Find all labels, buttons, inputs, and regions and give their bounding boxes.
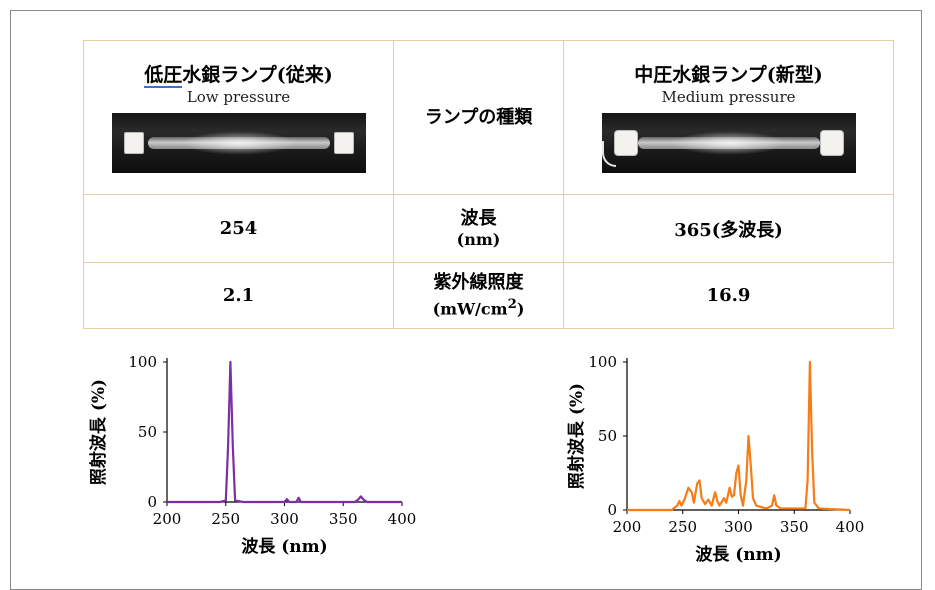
x-tick-label: 350 xyxy=(780,518,809,536)
x-axis-label: 波長 (nm) xyxy=(241,536,327,557)
medium-pressure-spectrum-chart: 200 250 300 350 400 0 50 100 波長 (nm) 照射波長 (%) xyxy=(566,353,865,565)
y-tick-label: 0 xyxy=(607,501,617,519)
x-tick-label: 350 xyxy=(329,510,358,528)
y-axis-label: 照射波長 (%) xyxy=(88,379,109,485)
lamp-type-label-cell: ランプの種類 xyxy=(393,40,564,195)
x-tick-label: 300 xyxy=(270,510,299,528)
x-tick-label: 200 xyxy=(613,518,642,536)
y-tick-label: 0 xyxy=(147,493,157,511)
irradiance-low-value: 2.1 xyxy=(83,262,394,329)
x-tick-label: 300 xyxy=(724,518,753,536)
wavelength-low-value: 254 xyxy=(83,194,394,263)
irradiance-label-cell: 紫外線照度 (mW/cm2) xyxy=(393,262,564,329)
x-tick-label: 200 xyxy=(153,510,182,528)
x-tick-label: 250 xyxy=(668,518,697,536)
wavelength-label-cell: 波長 (nm) xyxy=(393,194,564,263)
medium-pressure-title: 中圧水銀ランプ(新型) xyxy=(634,63,823,86)
low-pressure-title: 低圧水銀ランプ(従来) xyxy=(84,63,393,88)
wavelength-medium-value: 365(多波長) xyxy=(563,194,894,263)
x-axis-label: 波長 (nm) xyxy=(695,544,781,565)
irradiance-medium-value: 16.9 xyxy=(563,262,894,329)
lamp-comparison-table: 低圧水銀ランプ(従来) Low pressure ランプの種類 中圧水銀ランプ(… xyxy=(83,40,894,329)
table-row-type: 低圧水銀ランプ(従来) Low pressure ランプの種類 中圧水銀ランプ(… xyxy=(83,40,894,195)
low-pressure-title-b: 水銀ランプ(従来) xyxy=(182,63,333,86)
table-row-irradiance: 2.1 紫外線照度 (mW/cm2) 16.9 xyxy=(83,262,894,329)
low-pressure-subtitle: Low pressure xyxy=(186,87,291,106)
medium-pressure-lamp-photo xyxy=(601,112,856,173)
low-pressure-cell: 低圧水銀ランプ(従来) Low pressure xyxy=(83,40,394,195)
low-pressure-lamp-photo xyxy=(111,112,366,173)
x-tick-label: 400 xyxy=(836,518,865,536)
y-tick-label: 100 xyxy=(588,353,617,371)
y-tick-label: 100 xyxy=(128,353,157,371)
lamp-type-label: ランプの種類 xyxy=(424,106,533,128)
y-tick-label: 50 xyxy=(598,427,617,445)
irradiance-label: 紫外線照度 xyxy=(433,271,524,293)
wavelength-unit: (nm) xyxy=(456,229,501,249)
medium-pressure-cell: 中圧水銀ランプ(新型) Medium pressure xyxy=(563,40,894,195)
x-tick-label: 400 xyxy=(388,510,417,528)
medium-pressure-subtitle: Medium pressure xyxy=(661,87,796,106)
irradiance-unit: (mW/cm2) xyxy=(432,295,525,319)
series-line xyxy=(627,360,851,512)
y-tick-label: 50 xyxy=(138,423,157,441)
series-line xyxy=(167,360,402,504)
x-tick-label: 250 xyxy=(211,510,240,528)
table-row-wavelength: 254 波長 (nm) 365(多波長) xyxy=(83,194,894,263)
wavelength-label: 波長 xyxy=(460,207,497,229)
low-pressure-spectrum-chart: 200 250 300 350 400 0 50 100 波長 (nm) 照射波長 (%) xyxy=(88,353,417,557)
low-pressure-title-a: 低圧 xyxy=(144,63,183,88)
y-axis-label: 照射波長 (%) xyxy=(566,383,587,489)
